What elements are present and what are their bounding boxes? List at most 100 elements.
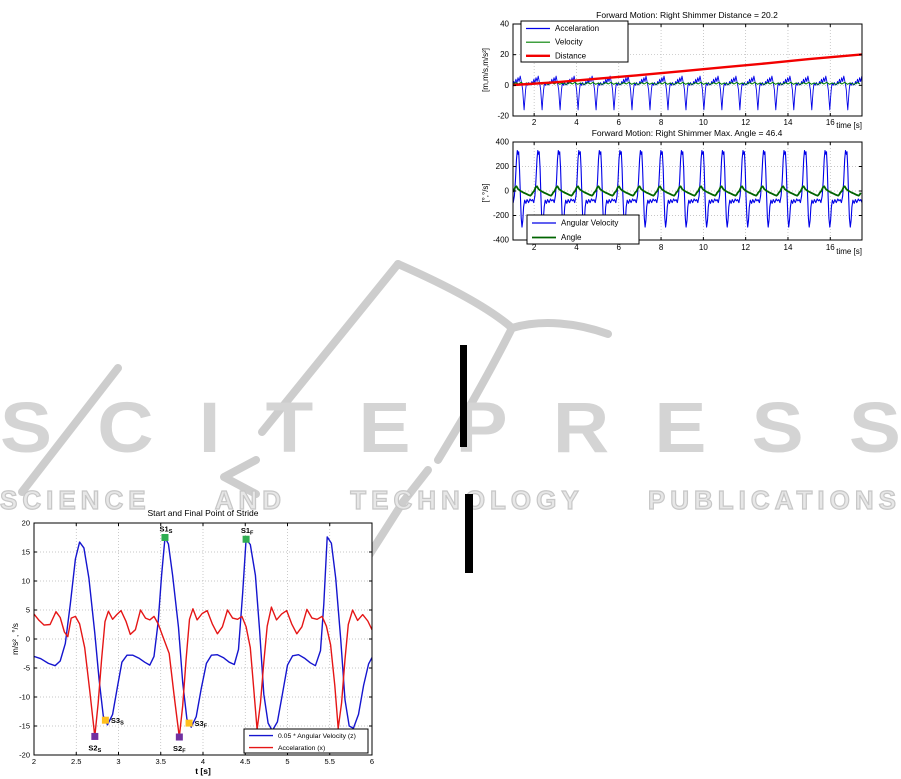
- stride-marker-S1S: [161, 534, 169, 541]
- marker-label: S2S: [88, 743, 101, 754]
- x-axis-label: time [s]: [836, 247, 862, 256]
- stride-marker-S3F: [185, 719, 193, 727]
- y-tick-label: 0: [26, 635, 30, 644]
- chart-forward-angle: 2 4 6 8 10 12 14 16 -400 -200 0 200 400 Forward Motio…: [481, 128, 863, 256]
- stride-marker-S1F: [242, 535, 250, 543]
- watermark-letter: S: [751, 386, 804, 468]
- x-tick-label: 14: [784, 243, 793, 252]
- table-cell: [463, 422, 465, 447]
- y-axis-label: [m,m/s,m/s²]: [481, 48, 490, 92]
- y-tick-label: 20: [500, 50, 509, 59]
- x-tick-label: 2: [532, 243, 537, 252]
- stride-marker-S3S: [101, 716, 109, 724]
- results-table-1: [460, 345, 467, 447]
- y-tick-label: 0: [505, 187, 510, 196]
- legend: Accelaration Velocity Distance: [520, 20, 629, 63]
- marker-label: S1S: [160, 525, 173, 536]
- x-axis-label: time [s]: [836, 121, 862, 130]
- watermark-letter: E: [654, 386, 707, 468]
- kite-right-wing: [508, 319, 612, 338]
- kite-tail-slash: [399, 466, 432, 506]
- kite-left-diagonal: [258, 260, 402, 436]
- legend: Angular Velocity Angle: [526, 214, 640, 245]
- y-tick-label: 0: [505, 81, 510, 90]
- marker-label: S1F: [241, 526, 254, 537]
- x-tick-label: 12: [741, 118, 750, 127]
- legend-label: Angular Velocity: [561, 218, 618, 227]
- series-distance: [513, 53, 862, 87]
- stride-marker-S2F: [175, 733, 183, 741]
- x-tick-label: 3.5: [156, 757, 166, 766]
- y-tick-label: 10: [22, 577, 30, 586]
- legend-label: Distance: [555, 51, 587, 60]
- table-cell: [470, 521, 473, 546]
- watermark-letter: S: [0, 386, 53, 468]
- x-tick-label: 14: [784, 118, 793, 127]
- series-angle: [513, 185, 862, 197]
- y-tick-label: 20: [22, 519, 30, 528]
- marker-label: S3F: [195, 719, 208, 730]
- watermark-word: TECHNOLOGY: [350, 485, 584, 515]
- watermark-letter: R: [552, 386, 610, 468]
- series-accelaration-x-: [34, 606, 372, 738]
- table-cell: [464, 345, 467, 374]
- series-angular-velocity: [513, 150, 862, 228]
- y-axis-label: m/s² , °/s: [11, 623, 20, 655]
- x-tick-label: 2.5: [71, 757, 81, 766]
- x-tick-label: 2: [532, 118, 537, 127]
- x-tick-label: 5.5: [325, 757, 335, 766]
- chart-stride: 2 2.5 3 3.5 4 4.5 5 5.5 6 -20 -15 -10 -5 0 5 10 15 20 Star…: [11, 508, 374, 776]
- legend-label: 0.05 * Angular Velocity (z): [278, 733, 356, 740]
- table-cell: [469, 521, 471, 546]
- y-tick-label: 40: [500, 20, 509, 29]
- y-tick-label: -5: [23, 664, 30, 673]
- figure-stride: 2 2.5 3 3.5 4 4.5 5 5.5 6 -20 -15 -10 -5 0 5 10 15 20 Star…: [10, 505, 410, 779]
- y-tick-label: 200: [496, 162, 510, 171]
- watermark-tagline: SCIENCE AND TECHNOLOGY PUBLICATIONS: [0, 485, 901, 515]
- series-velocity: [513, 81, 861, 85]
- table-cell: [464, 373, 467, 398]
- x-tick-label: 4.5: [240, 757, 250, 766]
- y-axis-label: [°,°/s]: [481, 183, 490, 202]
- figure-forward-motion: 2 4 6 8 10 12 14 16 -20 0 20 40 Forward Motion: Righ…: [480, 10, 901, 267]
- legend-label: Accelaration: [555, 24, 599, 33]
- table-cell: [470, 494, 473, 522]
- x-tick-label: 6: [617, 243, 622, 252]
- chart-title: Forward Motion: Right Shimmer Max. Angle…: [592, 128, 783, 138]
- table-cell: [463, 397, 465, 423]
- x-tick-label: 4: [574, 243, 579, 252]
- x-tick-label: 5: [285, 757, 289, 766]
- legend-label: Accelaration (x): [278, 745, 325, 752]
- stride-marker-S2S: [91, 732, 99, 740]
- x-tick-label: 3: [116, 757, 120, 766]
- kite-right-curve: [394, 260, 516, 332]
- x-tick-label: 12: [741, 243, 750, 252]
- kite-far-left-diagonal: [18, 364, 122, 496]
- table-cell: [464, 397, 467, 423]
- y-tick-label: -15: [19, 722, 30, 731]
- y-tick-label: -200: [493, 211, 510, 220]
- x-tick-label: 16: [826, 243, 835, 252]
- x-tick-label: 16: [826, 118, 835, 127]
- watermark-word: SCIENCE: [0, 485, 151, 515]
- table-cell: [464, 422, 467, 447]
- table-cell: [470, 545, 473, 573]
- y-tick-label: -20: [497, 112, 509, 121]
- y-tick-label: 5: [26, 606, 30, 615]
- table-cell: [469, 545, 471, 573]
- x-tick-label: 10: [699, 118, 708, 127]
- x-tick-label: 6: [617, 118, 622, 127]
- chart-title: Forward Motion: Right Shimmer Distance =…: [596, 10, 778, 20]
- x-tick-label: 6: [370, 757, 374, 766]
- stride-plot: 2 2.5 3 3.5 4 4.5 5 5.5 6 -20 -15 -10 -5 0 5 10 15 20 Star…: [11, 508, 374, 776]
- chart-forward-distance: 2 4 6 8 10 12 14 16 -20 0 20 40 Forward Motion: Righ…: [481, 10, 863, 130]
- y-tick-label: -400: [493, 236, 510, 245]
- watermark-word: AND: [214, 485, 287, 515]
- x-tick-label: 4: [201, 757, 205, 766]
- series-0-05-angular-velocity-z-: [34, 536, 372, 732]
